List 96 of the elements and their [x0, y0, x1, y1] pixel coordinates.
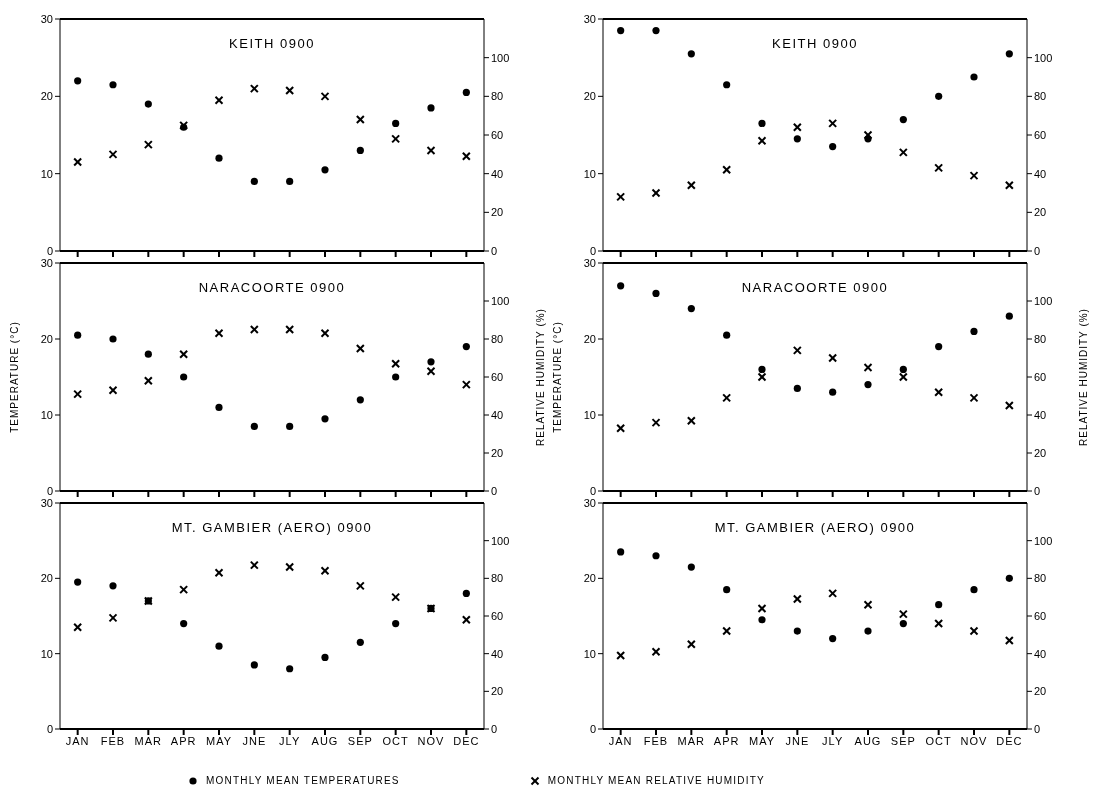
legend-label: MONTHLY MEAN RELATIVE HUMIDITY	[547, 775, 765, 786]
y-tick-label: 10	[40, 647, 53, 660]
y-tick-label: 20	[40, 572, 53, 585]
y2-tick-label: 80	[491, 90, 504, 103]
y2-tick-label: 100	[1034, 294, 1053, 307]
text: NARACOORTE 0900	[740, 280, 890, 295]
x-tick-label: APR	[170, 734, 197, 747]
x-tick-label: JLY	[279, 734, 301, 747]
y-tick-label: 0	[589, 722, 596, 735]
x-tick-label: AUG	[311, 734, 339, 747]
y2-tick-label: 80	[1034, 90, 1047, 103]
x-tick-label: MAR	[134, 734, 163, 747]
x-tick-label: MAY	[205, 734, 233, 747]
y2-tick-label: 0	[1034, 484, 1041, 497]
x-tick-label: MAR	[677, 734, 706, 747]
x-tick-label: NOV	[417, 734, 445, 747]
x-tick-label: JLY	[822, 734, 844, 747]
x-tick-label: MAY	[748, 734, 776, 747]
y2-tick-label: 0	[491, 244, 498, 257]
y-tick-label: 30	[40, 12, 53, 25]
y-tick-label: 30	[40, 496, 53, 509]
y2-tick-label: 60	[1034, 609, 1047, 622]
y2-tick-label: 80	[1034, 572, 1047, 585]
y2-tick-label: 20	[1034, 206, 1047, 219]
y2-tick-label: 0	[1034, 244, 1041, 257]
y2-tick-label: 100	[1034, 534, 1053, 547]
y-axis-title: TEMPERATURE (°C)	[8, 321, 20, 433]
y-tick-label: 10	[40, 167, 53, 180]
x-tick-label: JNE	[785, 734, 810, 747]
y2-tick-label: 0	[1034, 722, 1041, 735]
y2-tick-label: 20	[1034, 685, 1047, 698]
y2-tick-label: 80	[491, 572, 504, 585]
x-tick-label: DEC	[453, 734, 480, 747]
x-tick-label: JNE	[242, 734, 267, 747]
legend-label: MONTHLY MEAN TEMPERATURES	[206, 775, 400, 786]
y-tick-label: 0	[46, 722, 53, 735]
x-tick-label: OCT	[925, 734, 952, 747]
text: KEITH 0900	[771, 36, 859, 51]
y2-tick-label: 0	[491, 484, 498, 497]
y-axis-title: TEMPERATURE (°C)	[551, 321, 563, 433]
y2-tick-label: 40	[491, 647, 504, 660]
y-tick-label: 0	[589, 244, 596, 257]
y2-tick-label: 60	[491, 128, 504, 141]
y-tick-label: 10	[583, 167, 596, 180]
y-tick-label: 0	[46, 244, 53, 257]
y-tick-label: 30	[583, 496, 596, 509]
x-tick-label: SEP	[347, 734, 373, 747]
x-tick-label: APR	[713, 734, 740, 747]
y-tick-label: 0	[46, 484, 53, 497]
y2-tick-label: 40	[1034, 408, 1047, 421]
y2-tick-label: 20	[491, 446, 504, 459]
x-tick-label: AUG	[854, 734, 882, 747]
y-tick-label: 0	[589, 484, 596, 497]
y2-tick-label: 20	[1034, 446, 1047, 459]
y-tick-label: 10	[583, 408, 596, 421]
y-tick-label: 20	[40, 90, 53, 103]
y-tick-label: 10	[40, 408, 53, 421]
y2-tick-label: 60	[1034, 128, 1047, 141]
x-tick-label: OCT	[382, 734, 409, 747]
text: MT. GAMBIER (AERO) 0900	[713, 520, 917, 535]
x-tick-label: NOV	[960, 734, 988, 747]
y-tick-label: 20	[583, 90, 596, 103]
y2-axis-title: RELATIVE HUMIDITY (%)	[1077, 308, 1089, 446]
x-tick-label: JAN	[65, 734, 90, 747]
y2-tick-label: 60	[1034, 370, 1047, 383]
y-tick-label: 30	[583, 12, 596, 25]
y-tick-label: 30	[583, 256, 596, 269]
y2-tick-label: 20	[491, 206, 504, 219]
y2-tick-label: 100	[491, 51, 510, 64]
x-tick-label: SEP	[890, 734, 916, 747]
y2-tick-label: 100	[491, 534, 510, 547]
y2-axis-title: RELATIVE HUMIDITY (%)	[534, 308, 546, 446]
y-tick-label: 10	[583, 647, 596, 660]
y2-tick-label: 0	[491, 722, 498, 735]
y2-tick-label: 40	[491, 167, 504, 180]
text: NARACOORTE 0900	[197, 280, 347, 295]
y2-tick-label: 40	[1034, 167, 1047, 180]
y2-tick-label: 40	[491, 408, 504, 421]
y2-tick-label: 20	[491, 685, 504, 698]
y2-tick-label: 100	[1034, 51, 1053, 64]
text: KEITH 0900	[228, 36, 316, 51]
y2-tick-label: 40	[1034, 647, 1047, 660]
y2-tick-label: 100	[491, 294, 510, 307]
x-tick-label: FEB	[100, 734, 126, 747]
text: MT. GAMBIER (AERO) 0900	[170, 520, 374, 535]
x-tick-label: DEC	[996, 734, 1023, 747]
y2-tick-label: 80	[1034, 332, 1047, 345]
y-tick-label: 20	[583, 332, 596, 345]
y2-tick-label: 60	[491, 609, 504, 622]
y2-tick-label: 60	[491, 370, 504, 383]
x-tick-label: FEB	[643, 734, 669, 747]
y2-tick-label: 80	[491, 332, 504, 345]
y-tick-label: 20	[583, 572, 596, 585]
y-tick-label: 20	[40, 332, 53, 345]
x-tick-label: JAN	[608, 734, 633, 747]
y-tick-label: 30	[40, 256, 53, 269]
